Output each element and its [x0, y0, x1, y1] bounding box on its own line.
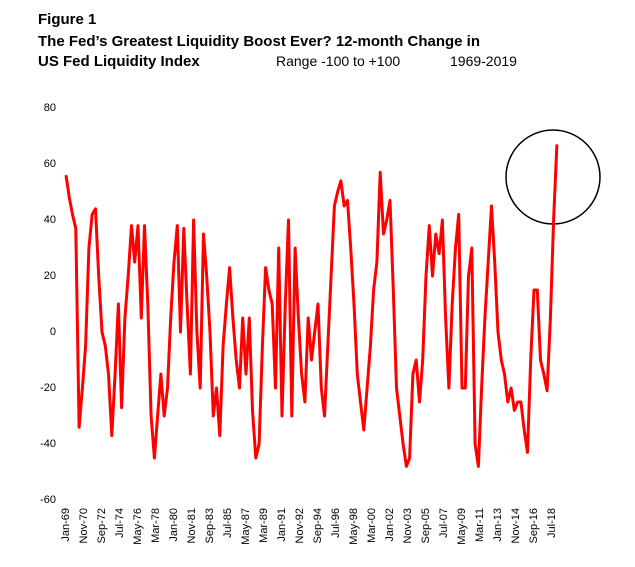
x-tick-label: Sep-16: [528, 508, 540, 543]
y-axis-label: US Fed Liquidity Index: [38, 53, 200, 70]
x-tick-label: Sep-05: [420, 508, 432, 543]
x-tick-label: Sep-94: [312, 508, 324, 543]
x-tick-label: Jul-74: [114, 508, 126, 538]
x-tick-label: Mar-00: [366, 508, 378, 543]
y-tick-label: 20: [44, 270, 56, 282]
x-tick-label: Jul-07: [438, 508, 450, 538]
x-tick-label: Jul-96: [330, 508, 342, 538]
x-tick-label: Nov-70: [78, 508, 90, 543]
y-tick-label: 40: [44, 214, 56, 226]
x-tick-label: Nov-14: [510, 508, 522, 543]
x-tick-label: Jan-02: [384, 508, 396, 542]
x-tick-label: Nov-92: [294, 508, 306, 543]
x-tick-label: Jan-80: [168, 508, 180, 542]
y-tick-label: 0: [50, 326, 56, 338]
x-tick-label: May-87: [240, 508, 252, 545]
chart-title: Figure 1: [38, 11, 96, 28]
x-tick-label: Sep-83: [204, 508, 216, 543]
annotation: Range -100 to +100: [276, 53, 400, 69]
annotation: 1969-2019: [450, 53, 517, 69]
x-tick-label: Jul-85: [222, 508, 234, 538]
x-tick-label: Nov-81: [186, 508, 198, 543]
x-tick-label: Jan-13: [492, 508, 504, 542]
x-tick-label: Sep-72: [96, 508, 108, 543]
data-line: [64, 144, 559, 468]
x-tick-label: Jan-69: [60, 508, 72, 542]
y-tick-label: 60: [44, 158, 56, 170]
x-tick-label: May-76: [132, 508, 144, 545]
y-tick-label: 80: [44, 102, 56, 114]
y-tick-label: -40: [40, 438, 56, 450]
x-tick-label: May-09: [456, 508, 468, 545]
x-tick-label: Jan-91: [276, 508, 288, 542]
x-tick-label: Nov-03: [402, 508, 414, 543]
x-tick-label: Mar-11: [474, 508, 486, 542]
x-tick-label: May-98: [348, 508, 360, 545]
x-tick-label: Jul-18: [546, 508, 558, 538]
y-tick-label: -60: [40, 494, 56, 506]
y-tick-label: -20: [40, 382, 56, 394]
x-tick-label: Mar-89: [258, 508, 270, 543]
chart-subtitle: The Fed’s Greatest Liquidity Boost Ever?…: [38, 33, 480, 50]
x-tick-label: Mar-78: [150, 508, 162, 543]
